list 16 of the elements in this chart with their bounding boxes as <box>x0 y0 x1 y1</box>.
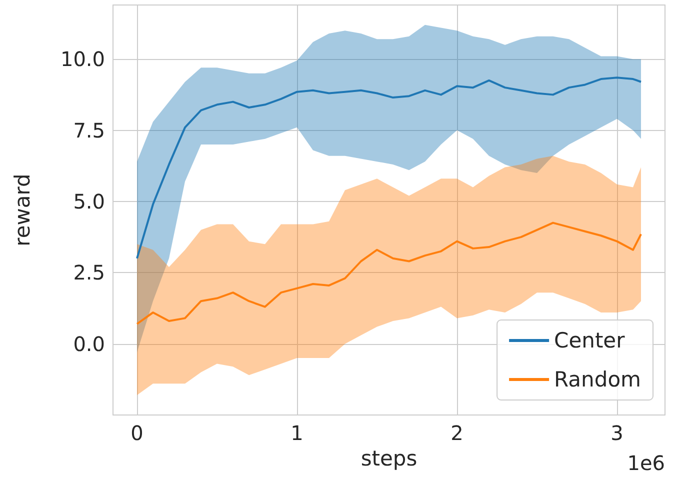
y-tick-label: 2.5 <box>73 260 105 285</box>
x-tick-label: 1 <box>290 421 304 445</box>
y-tick-label: 7.5 <box>73 118 105 142</box>
y-tick-label: 10.0 <box>60 47 105 72</box>
y-tick-label: 0.0 <box>73 332 105 356</box>
text: 1e6 <box>627 451 666 475</box>
x-tick-label: 0 <box>130 421 144 445</box>
y-tick-label: 5.0 <box>73 189 105 214</box>
line-series <box>136 222 642 325</box>
x-axis-title: steps <box>360 446 418 470</box>
legend-label: Center <box>554 328 626 352</box>
x-tick-label: 3 <box>610 421 624 445</box>
line-series <box>136 76 642 260</box>
x-tick-label: 2 <box>450 421 464 445</box>
legend-label: Random <box>554 368 642 392</box>
y-axis-title: reward <box>10 174 34 246</box>
